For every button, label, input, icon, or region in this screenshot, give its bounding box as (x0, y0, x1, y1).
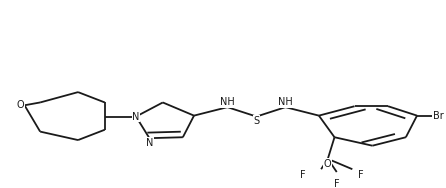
Text: N: N (146, 138, 153, 148)
Text: O: O (324, 159, 332, 169)
Text: O: O (17, 100, 25, 110)
Text: F: F (334, 179, 339, 188)
Text: F: F (301, 170, 306, 180)
Text: F: F (359, 170, 364, 180)
Text: NH: NH (220, 97, 235, 107)
Text: S: S (253, 116, 260, 126)
Text: N: N (132, 111, 140, 122)
Text: Br: Br (433, 111, 443, 121)
Text: NH: NH (278, 97, 293, 107)
